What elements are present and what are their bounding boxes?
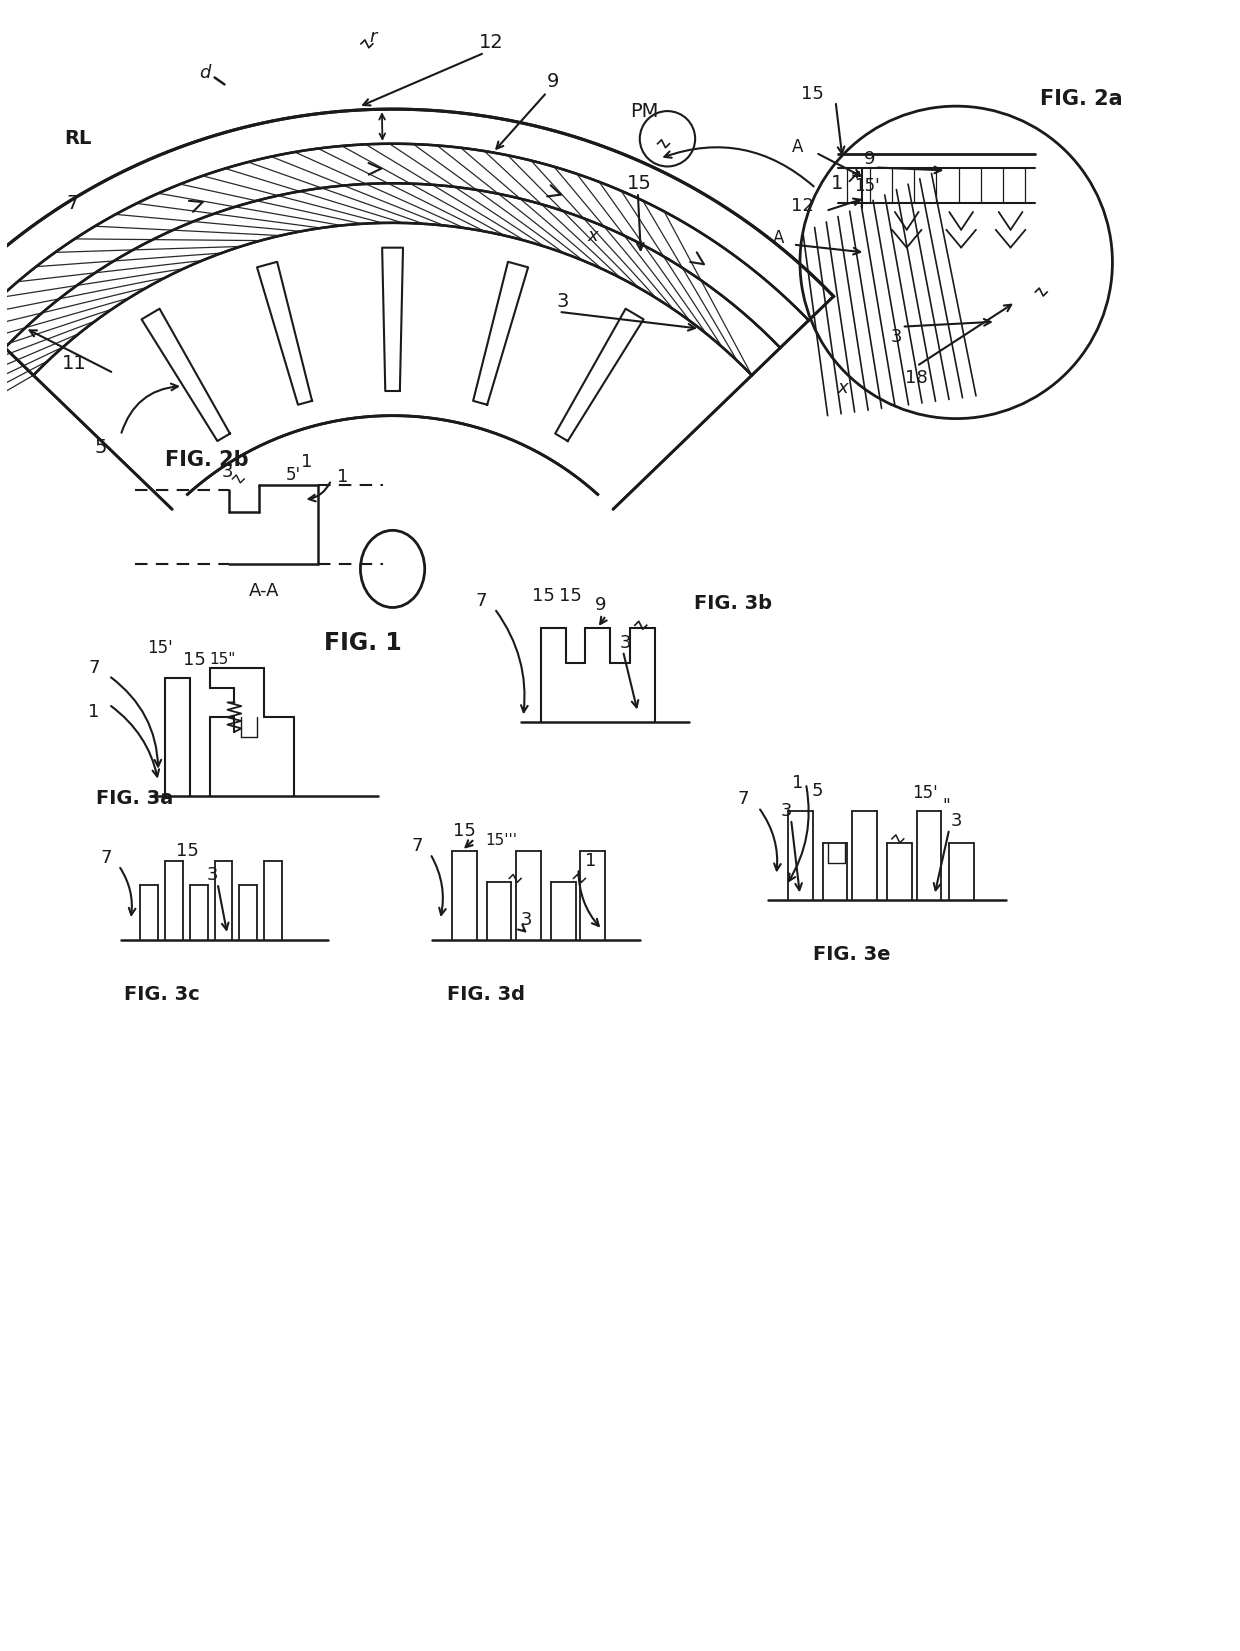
Text: 15''': 15''' (485, 834, 517, 849)
Text: 1: 1 (584, 852, 596, 870)
Text: A: A (773, 228, 784, 246)
Text: 15: 15 (454, 822, 476, 840)
Text: 3: 3 (557, 292, 569, 312)
Text: r: r (370, 28, 377, 46)
Text: PM: PM (630, 102, 658, 121)
Text: 9: 9 (547, 73, 559, 91)
Text: 1: 1 (301, 452, 312, 471)
Text: 15': 15' (148, 639, 174, 657)
Text: 5: 5 (94, 438, 107, 457)
Text: 12: 12 (791, 196, 815, 215)
Text: 11: 11 (62, 353, 87, 373)
Text: 9: 9 (594, 596, 606, 614)
Text: 1: 1 (88, 703, 99, 721)
Text: 15": 15" (210, 652, 236, 667)
Text: 1: 1 (831, 173, 843, 193)
Text: 9: 9 (863, 150, 875, 167)
Text: 1: 1 (792, 774, 804, 792)
Text: 7: 7 (88, 659, 99, 677)
Text: 7: 7 (476, 591, 487, 609)
Text: x: x (837, 380, 848, 396)
Text: 7: 7 (66, 193, 78, 213)
Text: 15: 15 (559, 586, 582, 604)
Text: ": " (942, 797, 950, 816)
Text: FIG. 3b: FIG. 3b (694, 594, 773, 613)
Text: FIG. 3d: FIG. 3d (446, 984, 525, 1004)
Text: 3: 3 (950, 812, 962, 830)
Text: 15': 15' (911, 784, 937, 802)
Text: RL: RL (64, 129, 92, 149)
Text: 5': 5' (286, 466, 301, 484)
Text: 7: 7 (738, 791, 749, 809)
Text: A-A: A-A (249, 581, 279, 599)
Text: x: x (587, 226, 598, 244)
Text: 15: 15 (801, 86, 825, 104)
Text: 7: 7 (412, 837, 423, 855)
Text: FIG. 3e: FIG. 3e (812, 944, 890, 964)
Text: d: d (198, 63, 211, 81)
Text: 3: 3 (222, 462, 233, 480)
Text: 3: 3 (521, 911, 532, 930)
Text: 1: 1 (337, 467, 348, 485)
Text: 15: 15 (627, 173, 652, 193)
Text: FIG. 3a: FIG. 3a (95, 789, 174, 807)
Text: FIG. 2a: FIG. 2a (1040, 89, 1123, 109)
Text: FIG. 2b: FIG. 2b (165, 451, 249, 471)
Text: FIG. 3c: FIG. 3c (124, 984, 200, 1004)
Text: 15: 15 (176, 842, 200, 860)
Text: 5: 5 (812, 783, 823, 801)
Text: 18: 18 (905, 370, 928, 386)
Text: 15: 15 (532, 586, 556, 604)
Text: A: A (792, 137, 804, 155)
Text: 15: 15 (184, 650, 206, 669)
Text: 12: 12 (479, 33, 503, 53)
Text: FIG. 1: FIG. 1 (324, 631, 402, 655)
Text: 3: 3 (780, 802, 792, 821)
Text: 3: 3 (892, 327, 903, 345)
Text: 7: 7 (100, 849, 112, 867)
Text: 3: 3 (619, 634, 631, 652)
Text: 15': 15' (854, 177, 880, 195)
Text: 3: 3 (207, 867, 218, 885)
